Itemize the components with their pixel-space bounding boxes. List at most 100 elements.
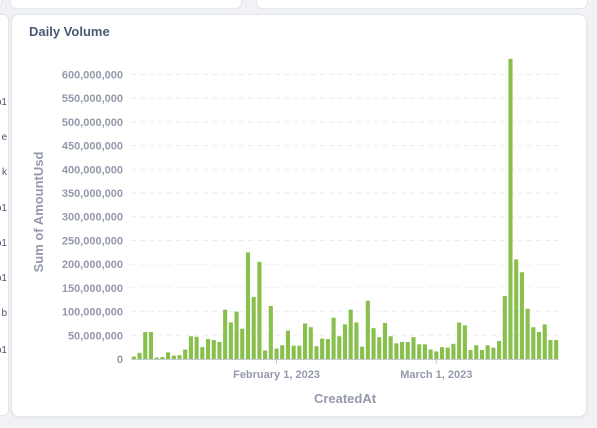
bar[interactable] — [166, 352, 171, 359]
y-axis-ticks: 0 50,000,000 100,000,000 150,000,000 200,000… — [62, 69, 123, 366]
bar[interactable] — [143, 331, 148, 359]
bar[interactable] — [405, 341, 410, 359]
bar[interactable] — [177, 355, 182, 359]
bar[interactable] — [468, 349, 473, 359]
bar[interactable] — [228, 322, 233, 359]
bar[interactable] — [217, 341, 222, 359]
bar[interactable] — [325, 339, 330, 359]
bar[interactable] — [331, 317, 336, 359]
bar[interactable] — [491, 347, 496, 359]
bar-series[interactable] — [131, 58, 559, 360]
bar[interactable] — [377, 337, 382, 359]
bar[interactable] — [388, 336, 393, 359]
bar[interactable] — [337, 336, 342, 359]
y-tick-label: 550,000,000 — [62, 93, 123, 105]
bar[interactable] — [183, 349, 188, 359]
bar[interactable] — [462, 325, 467, 359]
y-tick-label: 400,000,000 — [62, 164, 123, 176]
bar[interactable] — [519, 272, 524, 359]
y-tick-label: 250,000,000 — [62, 235, 123, 247]
bar[interactable] — [291, 345, 296, 359]
bar[interactable] — [445, 347, 450, 359]
left-card-row-label: o1 — [0, 97, 7, 108]
bar[interactable] — [422, 344, 427, 359]
bar[interactable] — [188, 336, 193, 359]
bar[interactable] — [485, 345, 490, 359]
bar[interactable] — [554, 340, 559, 359]
bar[interactable] — [308, 327, 313, 359]
bar[interactable] — [548, 340, 553, 359]
bar[interactable] — [417, 344, 422, 359]
bar[interactable] — [428, 349, 433, 359]
bar[interactable] — [360, 346, 365, 359]
bar[interactable] — [268, 305, 273, 359]
bar[interactable] — [160, 357, 165, 359]
bar[interactable] — [474, 345, 479, 359]
y-tick-label: 150,000,000 — [62, 283, 123, 295]
bar[interactable] — [171, 355, 176, 359]
adjacent-card-top-right — [256, 0, 588, 9]
y-tick-label: 350,000,000 — [62, 188, 123, 200]
bar[interactable] — [154, 357, 159, 359]
bar[interactable] — [137, 352, 142, 359]
bar[interactable] — [439, 347, 445, 359]
bar[interactable] — [148, 331, 154, 359]
y-tick-label: 500,000,000 — [62, 117, 123, 129]
adjacent-card-top — [10, 0, 242, 9]
y-tick-label: 600,000,000 — [62, 69, 123, 81]
bar[interactable] — [205, 339, 211, 359]
bar[interactable] — [525, 308, 530, 359]
y-tick-label: 300,000,000 — [62, 212, 123, 224]
y-tick-label: 450,000,000 — [62, 141, 123, 153]
bar[interactable] — [371, 328, 376, 359]
bar[interactable] — [194, 336, 199, 359]
bar[interactable] — [320, 338, 325, 359]
left-card-row-label: o1 — [0, 238, 7, 249]
bar[interactable] — [411, 337, 416, 359]
bar[interactable] — [200, 347, 205, 359]
bar[interactable] — [280, 345, 285, 359]
bar[interactable] — [285, 330, 290, 359]
left-card-row-label: k — [2, 167, 7, 178]
bar[interactable] — [514, 259, 519, 359]
bar[interactable] — [348, 309, 353, 359]
left-card-row-label: b — [1, 308, 7, 319]
bar[interactable] — [211, 340, 216, 359]
bar[interactable] — [400, 341, 405, 359]
bar[interactable] — [234, 311, 239, 359]
bar[interactable] — [223, 309, 228, 359]
bar[interactable] — [297, 345, 302, 359]
left-card-row-label: o1 — [0, 345, 7, 356]
adjacent-card-left[interactable]: o1 e k o1 o1 o1 b o1 — [0, 14, 9, 416]
bar[interactable] — [251, 296, 256, 359]
bar[interactable] — [257, 261, 262, 359]
bar[interactable] — [131, 356, 136, 359]
x-tick-label: February 1, 2023 — [233, 369, 320, 381]
bar[interactable] — [240, 328, 245, 359]
bar[interactable] — [531, 327, 536, 359]
bar[interactable] — [434, 351, 439, 359]
bar[interactable] — [457, 322, 462, 359]
bar[interactable] — [508, 58, 513, 360]
bar[interactable] — [382, 322, 387, 359]
bar[interactable] — [342, 324, 348, 359]
bar[interactable] — [274, 348, 279, 359]
bar[interactable] — [451, 343, 456, 359]
y-axis-title: Sum of AmountUsd — [31, 152, 46, 273]
bar[interactable] — [502, 295, 507, 359]
bar[interactable] — [479, 349, 485, 359]
bar[interactable] — [394, 343, 399, 359]
bar[interactable] — [245, 252, 251, 359]
card-title[interactable]: Daily Volume — [29, 24, 110, 39]
chart-card[interactable]: Daily Volume 0 50,000,000 100,000,000 150,0… — [11, 14, 587, 417]
bar[interactable] — [314, 346, 319, 359]
bar[interactable] — [365, 300, 370, 359]
bar[interactable] — [542, 324, 547, 359]
y-tick-label: 50,000,000 — [68, 330, 123, 342]
bar[interactable] — [303, 323, 308, 359]
bar[interactable] — [354, 322, 359, 359]
bar[interactable] — [263, 350, 268, 359]
bar[interactable] — [497, 340, 502, 359]
bar[interactable] — [536, 331, 542, 359]
